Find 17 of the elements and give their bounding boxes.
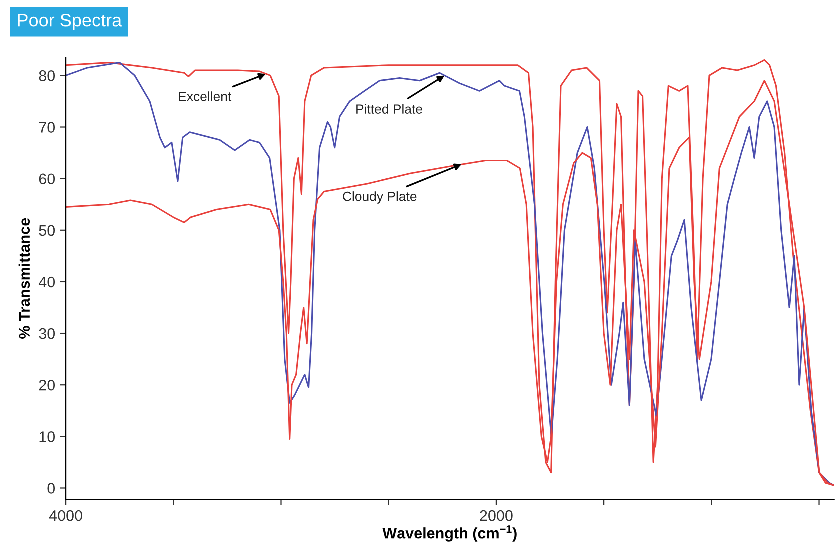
y-tick-label: 0 [48, 483, 56, 494]
y-tick-label: 10 [40, 432, 56, 442]
annotation: Pitted Plate [356, 104, 422, 114]
x-tick-label: 4000 [49, 510, 82, 522]
y-tick-label: 40 [38, 276, 56, 288]
y-tick-label: 70 [39, 122, 56, 133]
y-tick-label: 80 [39, 70, 56, 82]
y-tick-label: 30 [39, 328, 56, 340]
annotation: Cloudy Plate [343, 192, 417, 204]
annotation: Excellent [179, 92, 232, 102]
y-tick-label: 60 [39, 174, 56, 185]
x-tick-label: 2000 [480, 510, 513, 522]
x-axis-title: Wavelength (cm$^{−1}$) [382, 526, 517, 542]
y-tick-label: 50 [39, 225, 56, 236]
chart-title: Poor Spectra [18, 14, 122, 30]
y-tick-label: 20 [39, 380, 56, 391]
y-axis-title: % Transmittance [18, 218, 30, 339]
